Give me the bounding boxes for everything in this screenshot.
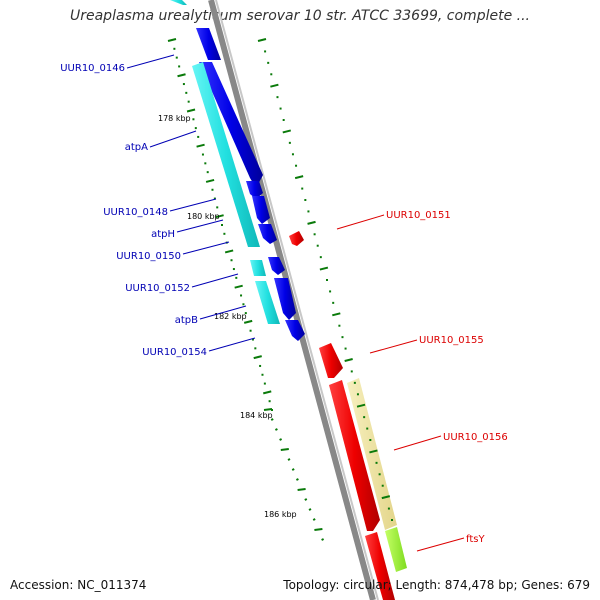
gene-atpA[interactable] <box>192 62 260 247</box>
gene-label-uur10-0155[interactable]: UUR10_0155 <box>419 335 484 346</box>
major-tick <box>177 73 186 78</box>
reverse-cds-track <box>196 28 305 341</box>
major-tick <box>263 408 273 411</box>
minor-tick <box>304 498 308 501</box>
reverse-gene-labels: UUR10_0146 atpA UUR10_0148 atpH UUR10_01… <box>60 54 256 358</box>
cds-atpB[interactable] <box>274 278 296 320</box>
minor-tick <box>287 458 291 461</box>
minor-tick <box>308 508 312 511</box>
major-tick <box>307 220 316 225</box>
tick-label: 182 kbp <box>214 312 247 321</box>
major-tick <box>167 38 177 42</box>
gene-uur10-0156[interactable] <box>347 378 397 530</box>
major-tick <box>282 129 292 134</box>
forward-cds-track <box>289 231 395 600</box>
cds-uur10-0154[interactable] <box>285 320 305 341</box>
minor-tick <box>312 518 316 521</box>
major-tick <box>344 358 353 362</box>
major-tick <box>369 449 378 454</box>
cds-atpH[interactable] <box>252 196 270 224</box>
minor-tick <box>291 468 295 471</box>
cds-uur10-0156[interactable] <box>329 380 380 531</box>
gene-label-atpA[interactable]: atpA <box>125 142 148 153</box>
gene-label-uur10-0152[interactable]: UUR10_0152 <box>125 283 190 294</box>
major-tick <box>257 38 267 42</box>
gene-label-uur10-0148[interactable]: UUR10_0148 <box>103 207 168 218</box>
gene-label-atpH[interactable]: atpH <box>151 229 175 240</box>
cds-uur10-0150[interactable] <box>258 224 277 244</box>
scale-ticks: 178 kbp 180 kbp 182 kbp 184 kbp 186 kbp <box>158 114 297 519</box>
major-tick <box>314 528 323 531</box>
gene-label-atpB[interactable]: atpB <box>175 315 198 326</box>
major-tick <box>186 108 196 113</box>
cds-uur10-0146[interactable] <box>196 28 221 60</box>
gene-uur10-0146[interactable] <box>170 0 187 5</box>
accession-text: Accession: NC_011374 <box>10 578 147 592</box>
tick-label: 184 kbp <box>240 411 273 420</box>
minor-tick <box>279 438 283 441</box>
cds-uur10-0155[interactable] <box>319 343 343 378</box>
major-tick <box>262 390 272 395</box>
forward-gene-labels: UUR10_0151 UUR10_0155 UUR10_0156 ftsY <box>336 210 508 552</box>
map-title: Ureaplasma urealyticum serovar 10 str. A… <box>69 8 530 24</box>
cds-uur10-0152[interactable] <box>268 257 285 275</box>
gene-label-uur10-0154[interactable]: UUR10_0154 <box>142 347 207 358</box>
major-tick <box>356 403 366 408</box>
major-tick <box>215 214 224 219</box>
major-tick <box>205 178 215 183</box>
tick-label: 186 kbp <box>264 510 297 519</box>
forward-gene-track <box>347 378 407 572</box>
major-tick <box>381 495 391 500</box>
major-tick <box>253 355 262 360</box>
major-tick <box>243 319 253 324</box>
tick-label: 178 kbp <box>158 114 191 123</box>
tick-label: 180 kbp <box>187 212 220 221</box>
cds-uur10-0148[interactable] <box>246 181 263 199</box>
major-tick <box>270 83 279 88</box>
minor-tick <box>274 428 278 431</box>
gene-uur10-0152[interactable] <box>250 260 266 276</box>
genome-summary-text: Topology: circular; Length: 874,478 bp; … <box>283 578 590 592</box>
major-tick <box>196 143 205 148</box>
gene-label-uur10-0150[interactable]: UUR10_0150 <box>116 251 181 262</box>
cds-ftsY[interactable] <box>365 532 395 600</box>
gene-label-uur10-0156[interactable]: UUR10_0156 <box>443 432 508 443</box>
major-tick <box>294 175 304 180</box>
gene-label-uur10-0146[interactable]: UUR10_0146 <box>60 63 125 74</box>
gene-label-ftsY[interactable]: ftsY <box>466 534 485 545</box>
major-tick <box>297 488 306 491</box>
minor-tick <box>321 538 325 541</box>
gene-ftsY[interactable] <box>385 527 407 572</box>
tick-dots <box>167 38 393 541</box>
major-tick <box>332 312 341 317</box>
cds-atpA[interactable] <box>199 62 263 188</box>
gene-label-uur10-0151[interactable]: UUR10_0151 <box>386 210 451 221</box>
cds-uur10-0151[interactable] <box>289 231 304 246</box>
reverse-gene-track <box>170 0 280 324</box>
major-tick <box>224 249 234 254</box>
major-tick <box>319 266 329 271</box>
minor-tick <box>270 418 274 421</box>
major-tick <box>280 448 289 451</box>
gene-atpB[interactable] <box>255 281 280 324</box>
major-tick <box>234 284 243 289</box>
minor-tick <box>295 478 299 481</box>
